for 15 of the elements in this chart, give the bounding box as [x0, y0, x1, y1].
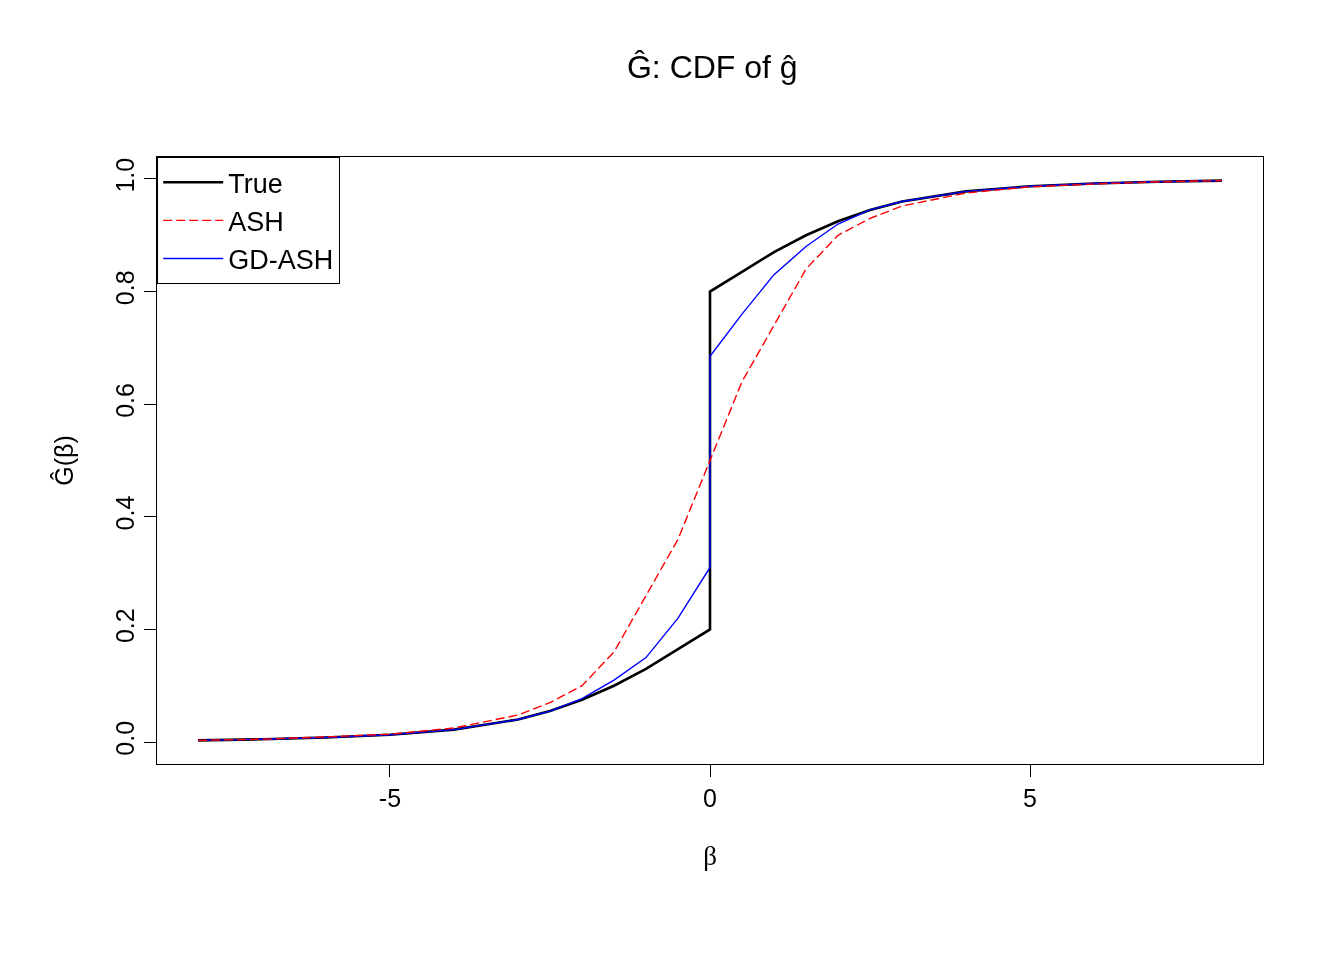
x-tick-label: 0: [703, 784, 717, 813]
y-axis-title: Ĝ(β): [49, 435, 78, 486]
y-tick-label: 0.4: [110, 495, 139, 531]
y-tick-label: 0.8: [110, 270, 139, 306]
legend-label: GD-ASH: [228, 244, 334, 275]
y-tick-label: 1.0: [110, 157, 139, 193]
y-tick-label: 0.6: [110, 383, 139, 418]
x-axis-title: β: [703, 841, 717, 872]
legend-label: True: [228, 168, 283, 199]
x-tick-label: -5: [378, 784, 402, 813]
y-tick-label: 0.2: [110, 608, 139, 644]
y-tick-label: 0.0: [110, 720, 139, 756]
chart-title: Ĝ: CDF of ĝ: [626, 49, 798, 86]
legend-label: ASH: [228, 206, 284, 237]
x-tick-label: 5: [1023, 784, 1037, 813]
